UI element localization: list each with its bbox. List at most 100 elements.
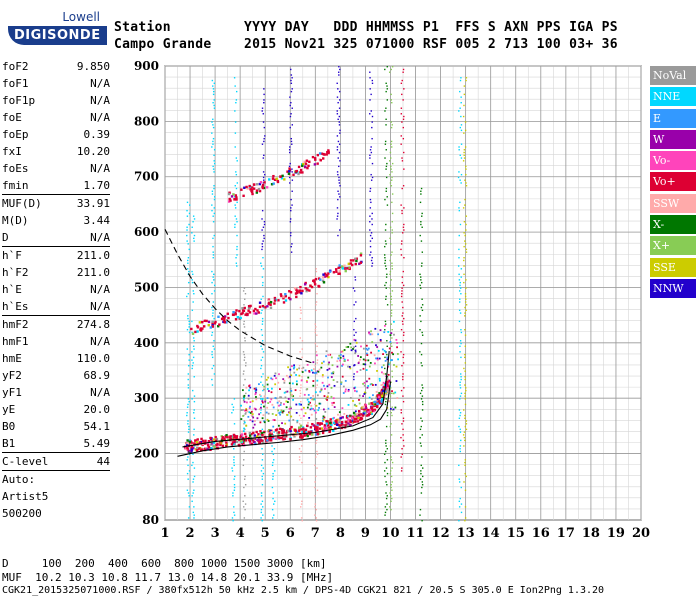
spread-echo-point — [254, 393, 257, 396]
echo-point — [226, 312, 229, 315]
noise-dot — [263, 237, 265, 240]
y-tick-label: 500 — [134, 280, 159, 294]
noise-dot — [389, 445, 392, 447]
noise-dot — [300, 517, 303, 519]
noise-dot — [401, 293, 403, 295]
noise-dot — [401, 467, 403, 469]
noise-dot — [213, 99, 215, 101]
spread-echo-point — [242, 430, 245, 433]
echo-point — [374, 404, 378, 407]
spread-echo-point — [369, 333, 372, 336]
echo-point — [284, 294, 288, 298]
noise-dot — [458, 273, 460, 276]
noise-dot — [458, 506, 461, 508]
noise-dot — [339, 68, 341, 71]
noise-dot — [315, 276, 317, 278]
noise-dot — [192, 481, 194, 483]
echo-point — [313, 283, 317, 286]
noise-dot — [419, 328, 421, 331]
spread-echo-point — [318, 402, 321, 405]
noise-dot — [314, 481, 316, 483]
noise-dot — [298, 448, 301, 450]
noise-dot — [193, 417, 196, 419]
spread-echo-point — [306, 406, 309, 409]
noise-dot — [390, 68, 392, 71]
noise-dot — [233, 489, 236, 491]
noise-dot — [400, 412, 402, 414]
noise-dot — [316, 384, 318, 386]
noise-dot — [420, 353, 423, 356]
spread-echo-point — [279, 404, 282, 406]
echo-point — [296, 430, 299, 434]
echo-point — [225, 444, 228, 448]
echo-point — [380, 394, 384, 398]
echo-point — [356, 420, 360, 423]
noise-dot — [261, 484, 264, 486]
noise-dot — [371, 115, 374, 118]
spread-echo-point — [386, 358, 389, 361]
noise-dot — [460, 96, 462, 98]
noise-dot — [242, 384, 245, 386]
noise-dot — [291, 243, 293, 245]
noise-dot — [261, 243, 263, 245]
noise-dot — [401, 423, 403, 425]
noise-dot — [262, 389, 264, 392]
noise-dot — [384, 367, 386, 370]
spread-echo-point — [323, 416, 326, 419]
spread-echo-point — [302, 366, 305, 369]
echo-point — [216, 444, 219, 447]
echo-point — [338, 264, 341, 267]
param-label: fxI — [2, 145, 22, 158]
noise-dot — [464, 240, 466, 242]
spread-echo-point — [271, 378, 274, 381]
echo-point — [359, 254, 363, 257]
noise-dot — [465, 279, 467, 281]
echo-point — [353, 417, 357, 420]
spread-echo-point — [330, 395, 333, 398]
noise-dot — [261, 323, 264, 325]
spread-echo-point — [354, 386, 357, 389]
param-separator — [2, 470, 110, 471]
spread-echo-point — [289, 368, 292, 371]
echo-point — [347, 418, 350, 421]
spread-echo-point — [288, 382, 291, 385]
noise-dot — [272, 461, 274, 464]
echo-point — [276, 179, 279, 183]
legend-item: NNE — [650, 87, 696, 107]
noise-dot — [234, 132, 237, 134]
echo-point — [303, 283, 307, 286]
noise-dot — [188, 453, 191, 455]
echo-point — [312, 424, 316, 427]
noise-dot — [187, 403, 189, 406]
noise-dot — [464, 301, 467, 303]
echo-point — [258, 182, 262, 186]
noise-dot — [191, 364, 194, 367]
spread-echo-point — [376, 370, 378, 372]
spread-echo-point — [248, 389, 250, 392]
noise-dot — [212, 312, 214, 314]
noise-dot — [458, 149, 460, 151]
noise-dot — [188, 353, 190, 356]
noise-dot — [245, 392, 247, 395]
spread-echo-point — [243, 394, 246, 397]
echo-point — [201, 327, 204, 330]
noise-dot — [421, 520, 423, 522]
noise-dot — [402, 312, 404, 314]
noise-dot — [463, 154, 465, 156]
spread-echo-point — [363, 410, 365, 413]
echo-point — [309, 430, 313, 433]
noise-dot — [337, 234, 339, 237]
spread-echo-point — [240, 409, 243, 411]
spread-echo-point — [253, 387, 256, 390]
spread-echo-point — [255, 388, 258, 391]
noise-dot — [385, 268, 388, 270]
spread-echo-point — [396, 353, 399, 355]
echo-point — [322, 273, 325, 276]
noise-dot — [390, 185, 393, 187]
noise-dot — [299, 351, 301, 353]
echo-point — [255, 183, 259, 186]
noise-dot — [186, 209, 188, 212]
noise-dot — [212, 124, 214, 126]
spread-echo-point — [258, 413, 261, 416]
noise-dot — [384, 356, 386, 359]
